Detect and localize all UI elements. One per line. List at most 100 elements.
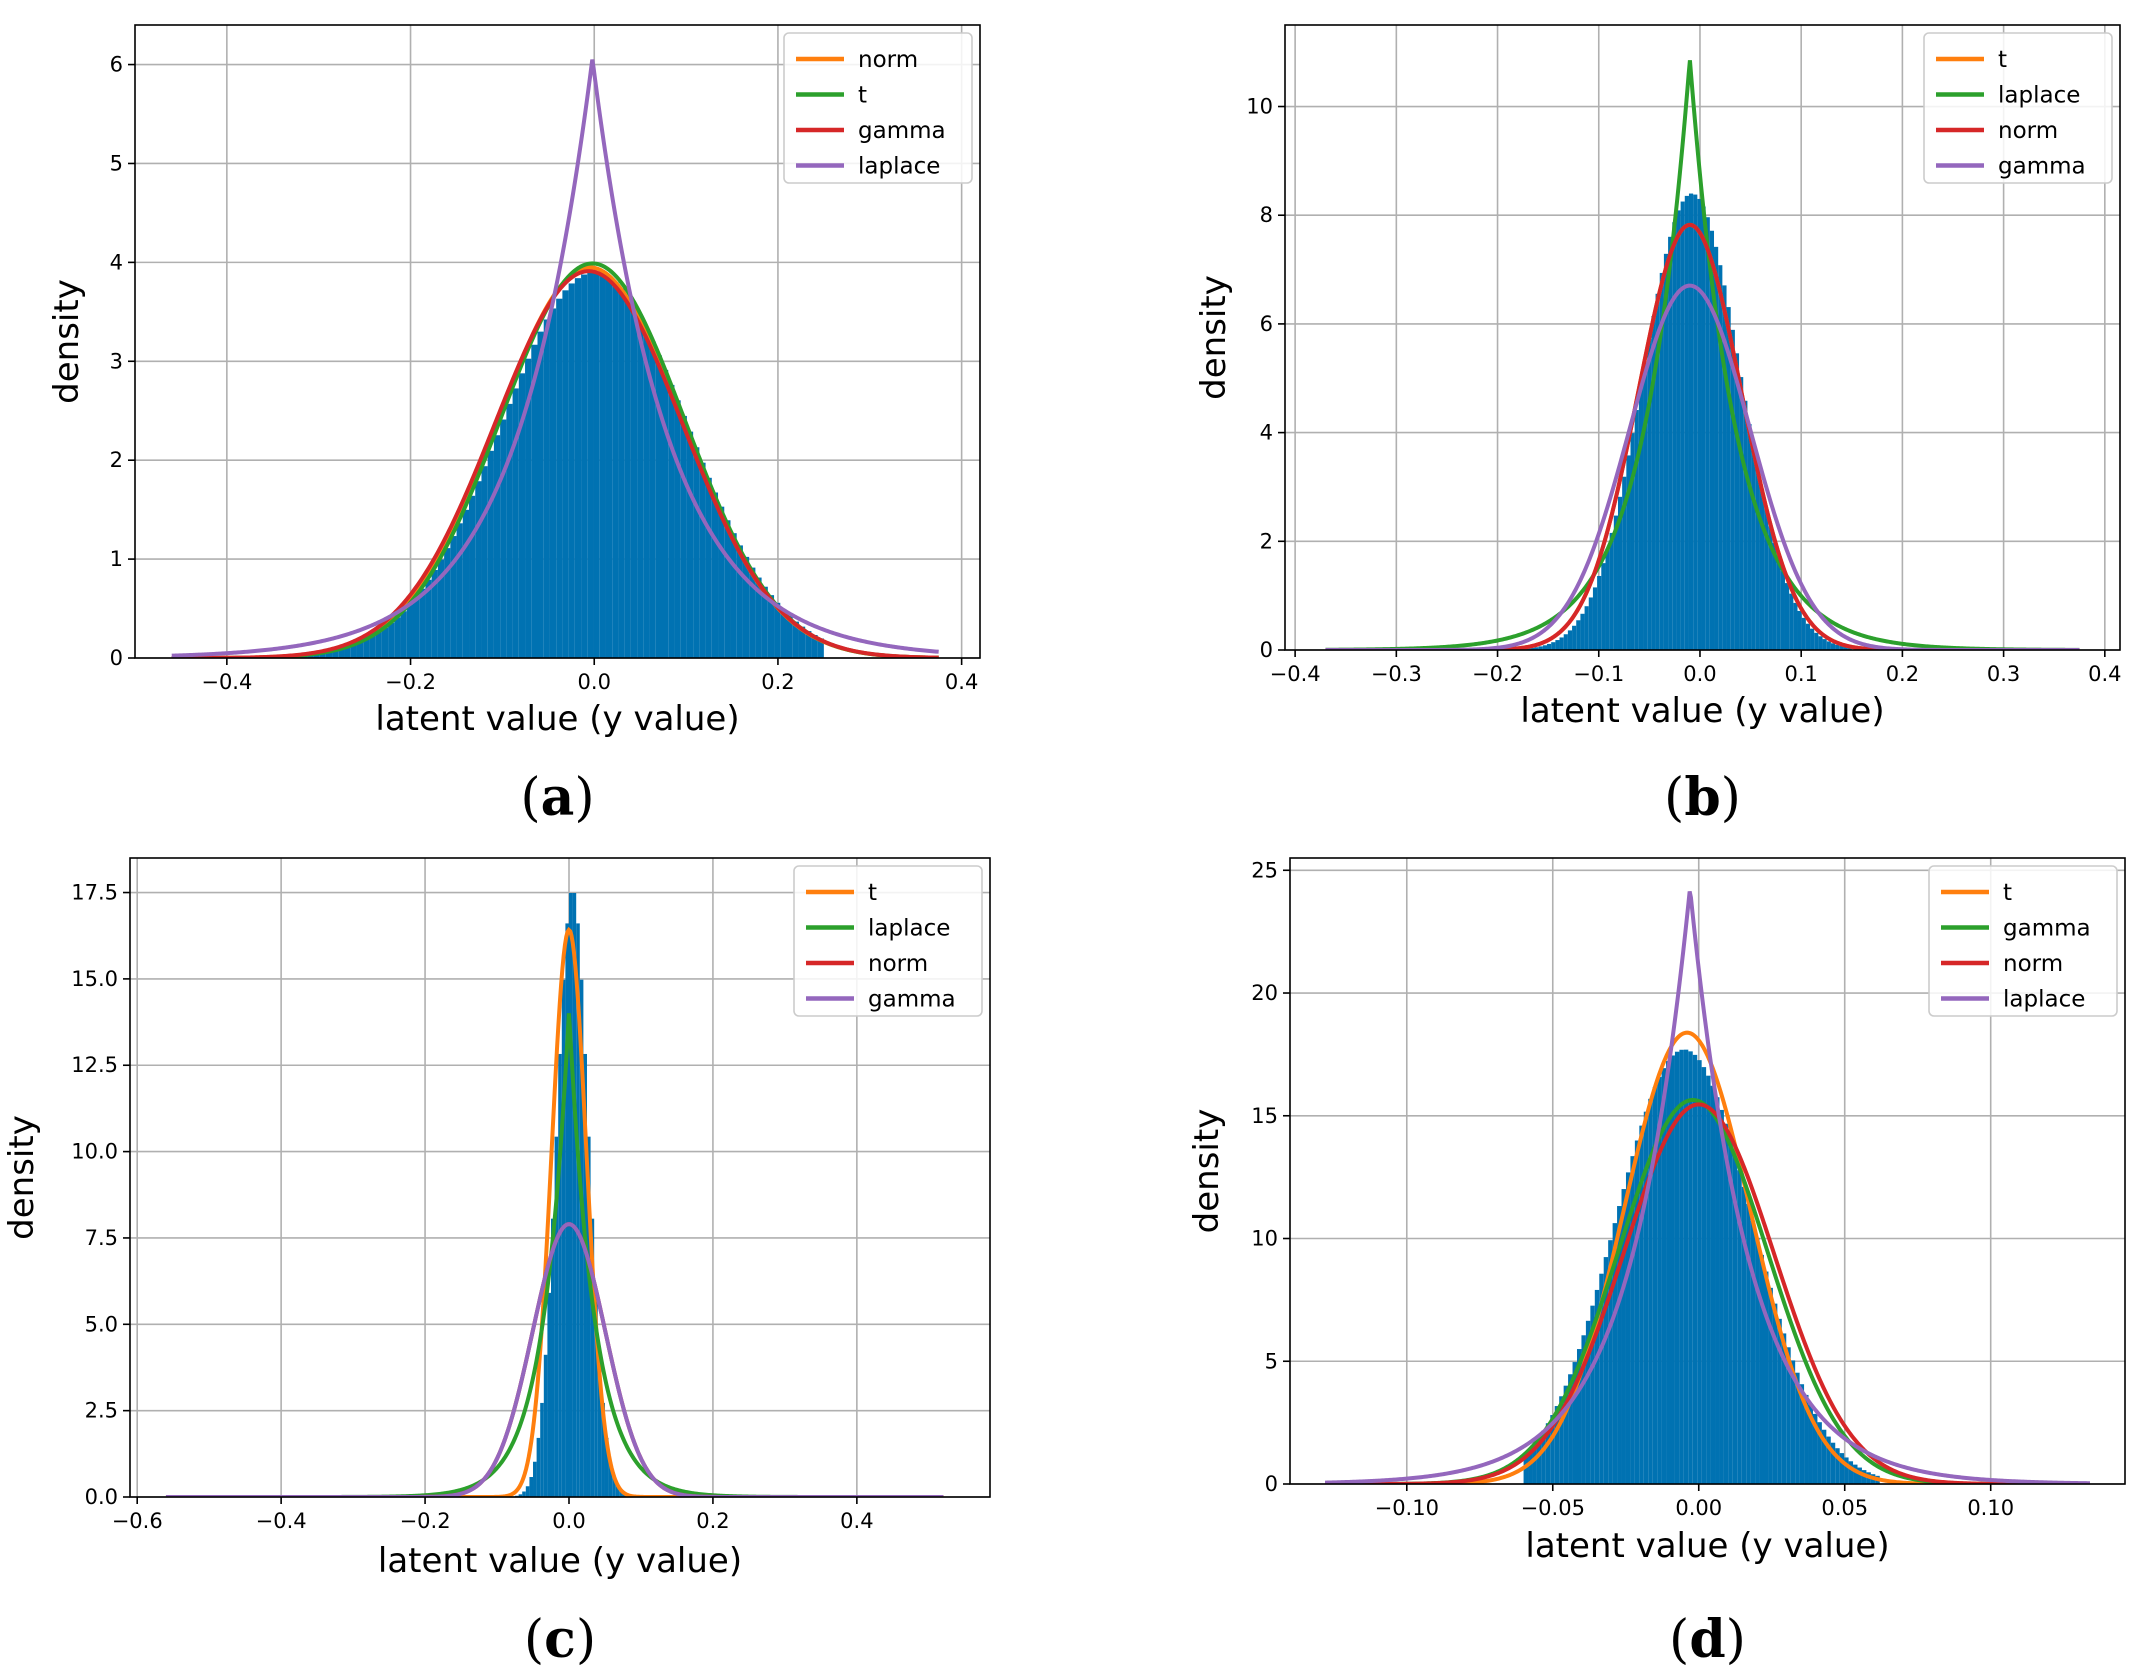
histogram-bar [1528,1448,1533,1484]
histogram-bar [1741,1186,1747,1484]
histogram-bar [1843,646,1848,650]
histogram-bar [1715,1097,1720,1484]
histogram-bar [1643,1111,1649,1484]
curve-norm [1325,1102,2090,1484]
histogram-bar [1830,643,1836,650]
histogram-bar [761,586,768,658]
histogram-bar [1581,1335,1586,1484]
histogram-bar [599,273,606,658]
legend-entry-laplace: laplace [796,154,940,180]
histogram-bar [1639,1125,1644,1484]
curve-gamma [165,1222,944,1497]
chart-panel-c: −0.6 −0.4 −0.2 0.0 0.2 0.4 0.0 2.5 5.0 7.5 10.0 12.… [2,857,991,1670]
histogram-bar [551,1218,555,1497]
histogram-bar [369,635,376,658]
y-tick-label: 0 [1265,1472,1278,1496]
legend-entry-norm: norm [1936,118,2058,144]
histogram-bar [1759,1254,1764,1484]
panel-label: (d) [1669,1609,1746,1670]
y-tick-label: 4 [1260,421,1273,445]
histogram-bar [1718,265,1723,650]
histogram-bar [356,642,364,658]
histogram-bar [1555,640,1560,650]
axes-frame [134,24,981,659]
histogram-bar [1609,532,1614,650]
legend-label: laplace [858,154,940,180]
y-tick-label: 2 [1260,529,1273,553]
histogram-bar [1684,195,1689,650]
x-tick-label: 0.0 [552,1509,585,1533]
histogram-bar [805,631,812,658]
y-tick: 10.0 [71,1140,130,1164]
histogram-bar [344,646,351,658]
histogram-bar [475,481,482,658]
x-tick: −0.2 [400,1497,451,1533]
y-tick: 10 [1251,1227,1290,1251]
histogram-bar [1590,1305,1595,1484]
histogram-bar [1730,329,1735,650]
histogram-bar [1630,433,1635,650]
histogram-bar [1638,386,1644,650]
histogram-bar [1572,1362,1577,1484]
histogram-bar [1545,1423,1551,1484]
y-tick-label: 1 [110,547,123,571]
histogram-bar [711,492,719,658]
histogram-bar [1634,410,1639,650]
histogram-bar [798,626,806,658]
histogram-bar [1714,246,1719,650]
histogram-bar [1710,1085,1716,1484]
x-tick: 0.00 [1675,1484,1722,1520]
x-tick: 0.3 [1987,650,2020,686]
x-tick-label: 0.4 [945,670,978,694]
x-tick: −0.6 [112,1497,163,1533]
histogram-bar [624,296,631,658]
legend-entry-t: t [1936,47,2007,73]
x-tick: −0.2 [385,658,436,694]
histogram-bar [786,616,793,658]
histogram-bar [1772,1303,1778,1484]
y-tick-label: 2 [110,448,123,472]
histogram-bar [1679,1049,1684,1484]
axes-frame [129,857,991,1498]
histogram-bar [1572,625,1577,650]
histogram-bar [587,272,594,658]
legend-entry-gamma: gamma [806,987,956,1013]
panel-label: (a) [520,767,594,828]
y-tick-label: 6 [1260,312,1273,336]
histogram-bar [1772,542,1777,650]
histogram-bar [1625,1172,1631,1484]
histogram-bar [1538,646,1543,650]
histogram-bar [1626,455,1631,650]
legend-label: gamma [2003,916,2091,942]
y-tick: 5 [1265,1349,1290,1373]
histogram-bar [767,595,775,658]
x-tick-label: 0.2 [696,1509,729,1533]
histogram-bar [699,462,706,658]
legend: t gamma norm laplace [1928,865,2118,1017]
histogram-bar [817,638,824,658]
histogram-bar [1826,641,1831,650]
histogram-bar [531,344,538,658]
histogram-bar [1580,613,1585,650]
histogram-bar [1804,1394,1809,1484]
histogram-bar [1530,647,1535,650]
histogram-bar [693,447,700,658]
histogram-bar [565,923,569,1497]
y-tick-label: 17.5 [71,881,118,905]
y-tick: 2 [110,448,135,472]
x-tick: −0.2 [1472,650,1523,686]
histogram-bar [1780,571,1785,650]
histogram-bar [1585,1320,1591,1484]
histogram-bar [572,892,577,1497]
x-tick: 0.1 [1784,650,1818,686]
histogram-bar [1768,1287,1773,1484]
histogram-bar [1763,1271,1769,1484]
histogram-bar [649,341,656,658]
histogram-bar [319,652,326,658]
y-tick: 25 [1251,858,1290,882]
histogram-bar [668,384,675,658]
histogram-bar [1534,647,1539,650]
histogram-bar [1750,1220,1756,1484]
y-tick: 6 [110,53,135,77]
histogram-bar [583,1053,587,1497]
